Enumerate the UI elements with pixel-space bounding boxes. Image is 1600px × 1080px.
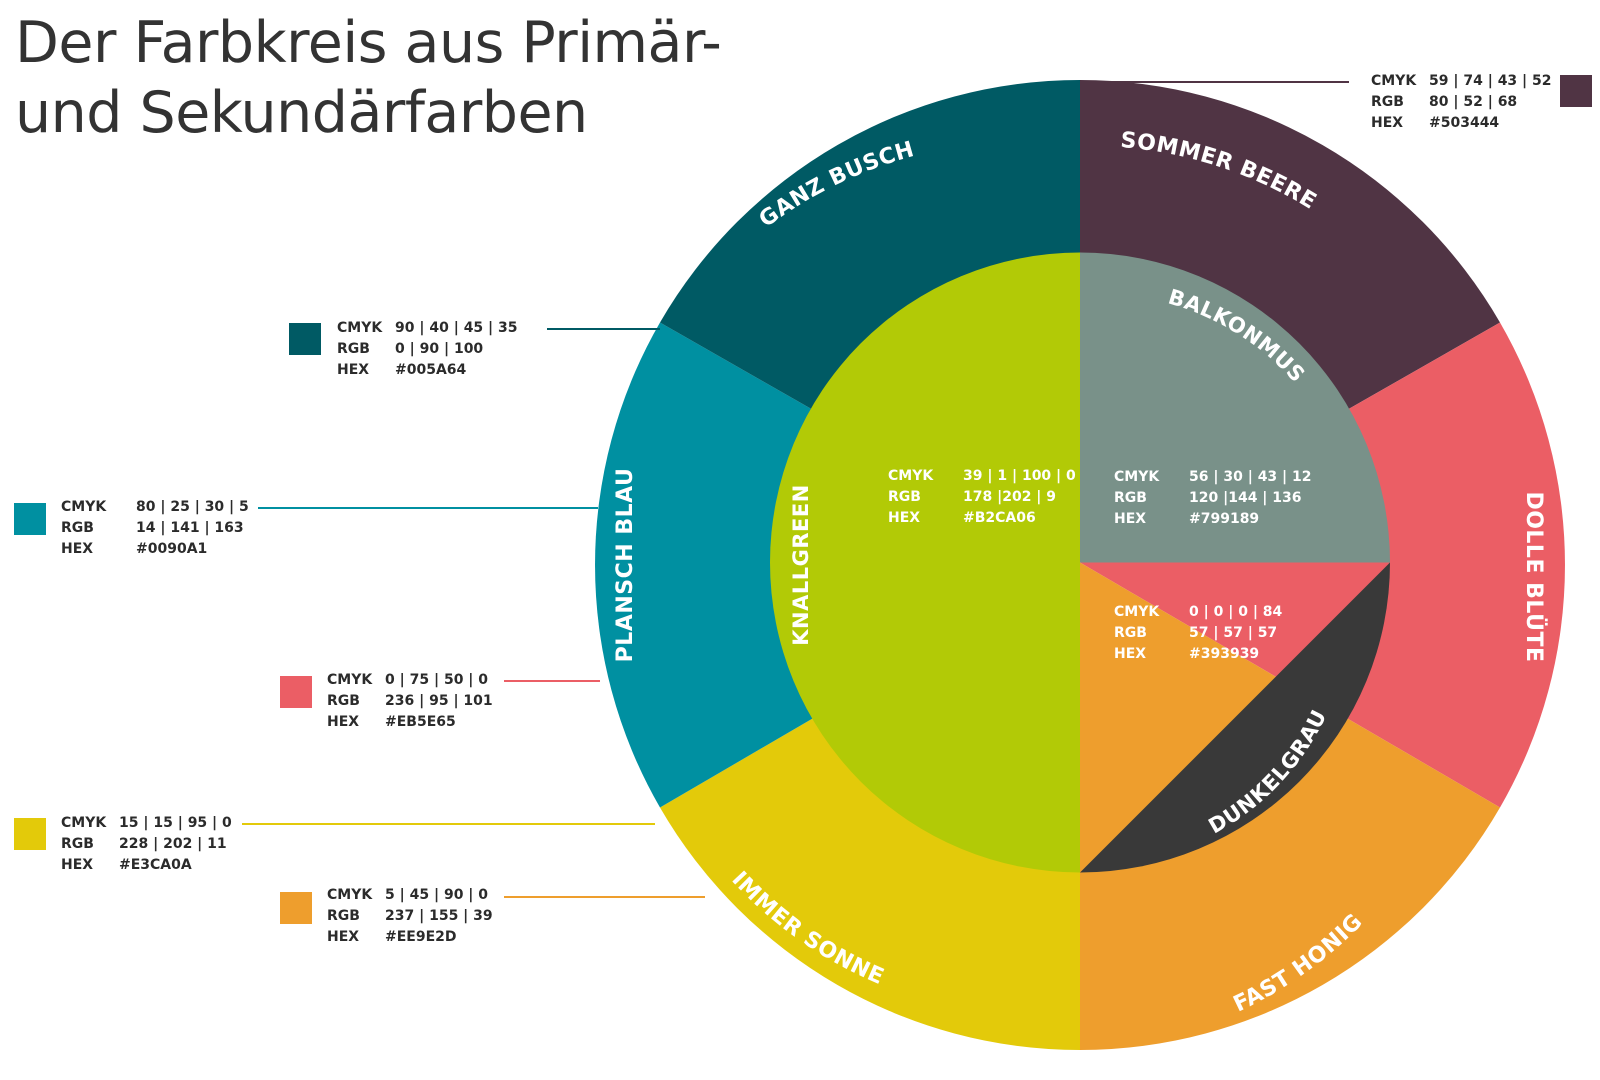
swatch-dolle-bluete xyxy=(280,676,312,708)
segment-balkonmus xyxy=(1080,252,1390,563)
info-sommer-beere: CMYK 59 | 74 | 43 | 52 RGB 80 | 52 | 68 HE… xyxy=(1371,73,1552,131)
segment-dolle-bluete xyxy=(1080,322,1565,808)
info-ganz-busch: CMYK 90 | 40 | 45 | 35 RGB 0 | 90 | 100 HE… xyxy=(337,320,518,378)
segment-dunkelgrau xyxy=(1080,562,1390,873)
swatch-immer-sonne xyxy=(14,818,46,850)
segment-knallgreen xyxy=(770,252,1080,873)
info-balkonmus: CMYK 56 | 30 | 43 | 12 RGB 120 |144 | 136 … xyxy=(1114,469,1312,527)
info-dunkelgrau: CMYK 0 | 0 | 0 | 84 RGB 57 | 57 | 57 HEX #3… xyxy=(1114,604,1283,662)
info-knallgreen: CMYK 39 | 1 | 100 | 0 RGB 178 |202 | 9 HEX… xyxy=(888,468,1076,526)
title-line-2: und Sekundärfarben xyxy=(15,80,588,146)
info-fast-honig: CMYK 5 | 45 | 90 | 0 RGB 237 | 155 | 39 HE… xyxy=(327,887,493,945)
swatch-ganz-busch xyxy=(289,323,321,355)
swatch-plansch-blau xyxy=(14,503,46,535)
swatch-fast-honig xyxy=(280,892,312,924)
title-line-1: Der Farbkreis aus Primär- xyxy=(15,10,722,76)
label-knallgreen: KNALLGREEN xyxy=(789,484,813,646)
swatch-sommer-beere xyxy=(1560,75,1592,107)
segment-fast-honig xyxy=(1080,562,1500,1050)
page-title: Der Farbkreis aus Primär- und Sekundärfa… xyxy=(15,8,815,158)
info-plansch-blau: CMYK 80 | 25 | 30 | 5 RGB 14 | 141 | 163 H… xyxy=(61,499,249,557)
label-dolle-bluete: DOLLE BLÜTE xyxy=(1521,491,1547,662)
info-dolle-bluete: CMYK 0 | 75 | 50 | 0 RGB 236 | 95 | 101 HE… xyxy=(327,672,493,730)
label-plansch-blau: PLANSCH BLAU xyxy=(613,468,638,663)
info-immer-sonne: CMYK 15 | 15 | 95 | 0 RGB 228 | 202 | 11 H… xyxy=(61,815,232,873)
